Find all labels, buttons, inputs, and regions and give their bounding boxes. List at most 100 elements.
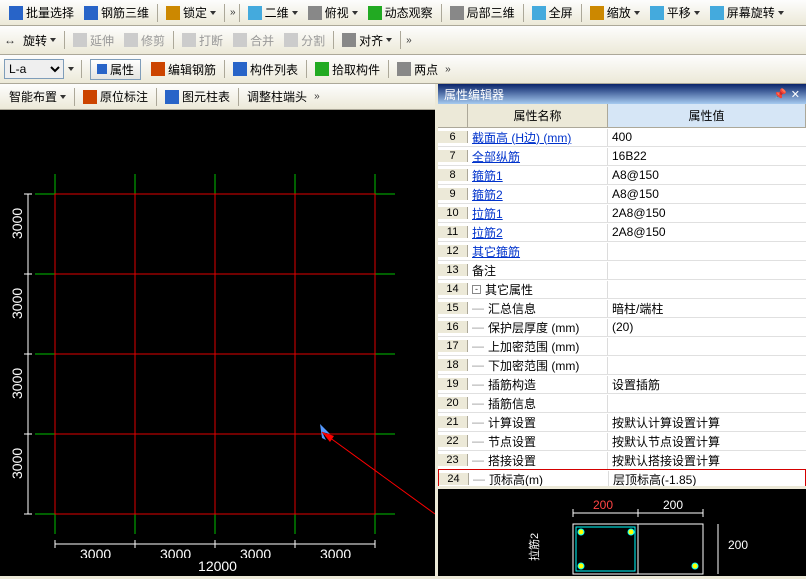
row-value[interactable]: 按默认搭接设置计算 xyxy=(608,452,806,469)
row-value[interactable]: 按默认计算设置计算 xyxy=(608,414,806,431)
row-value[interactable]: 16B22 xyxy=(608,149,806,163)
component-combo[interactable]: L-a xyxy=(4,59,64,79)
prop-row-22[interactable]: 22—节点设置按默认节点设置计算 xyxy=(438,432,806,451)
prop-row-24[interactable]: 24—顶标高(m)层顶标高(-1.85) xyxy=(439,470,805,486)
tb-component-list[interactable]: 构件列表 xyxy=(229,59,302,80)
toolbar-row-3: L-a 属性 编辑钢筋 构件列表 拾取构件 两点 » xyxy=(0,55,806,84)
tb-fullscreen[interactable]: 全屏 xyxy=(528,2,577,23)
dim-y-0: 3000 xyxy=(9,208,25,239)
row-name[interactable]: 全部纵筋 xyxy=(468,148,608,165)
prop-row-21[interactable]: 21—计算设置按默认计算设置计算 xyxy=(438,413,806,432)
row-name: —插筋信息 xyxy=(468,395,608,412)
prop-row-15[interactable]: 15—汇总信息暗柱/端柱 xyxy=(438,299,806,318)
tb-two-point[interactable]: 两点 xyxy=(393,59,442,80)
pin-icon[interactable]: 📌 xyxy=(773,88,787,101)
dim-y-2: 3000 xyxy=(9,368,25,399)
col-name-header: 属性名称 xyxy=(468,104,608,127)
overflow-chevron[interactable]: » xyxy=(230,7,236,18)
row-index: 14 xyxy=(438,283,468,295)
tb-top-view[interactable]: 俯视 xyxy=(304,2,362,23)
tb-rebar-3d[interactable]: 钢筋三维 xyxy=(80,2,153,23)
col-idx-header xyxy=(438,104,468,127)
tb-batch-select[interactable]: 批量选择 xyxy=(5,2,78,23)
tb-rotate[interactable]: 旋转 xyxy=(19,30,60,51)
row-index: 22 xyxy=(438,435,468,447)
prop-row-11[interactable]: 11拉筋22A8@150 xyxy=(438,223,806,242)
row-index: 11 xyxy=(438,226,468,238)
grid-red-lines xyxy=(55,194,375,514)
row-name: —搭接设置 xyxy=(468,452,608,469)
prop-row-6[interactable]: 6截面高 (H边) (mm)400 xyxy=(438,128,806,147)
row-value[interactable]: 400 xyxy=(608,130,806,144)
detail-dim-0: 200 xyxy=(593,498,613,512)
row-value[interactable]: 层顶标高(-1.85) xyxy=(609,471,805,487)
tb-smart-layout[interactable]: 智能布置 xyxy=(5,86,70,107)
row-value[interactable]: A8@150 xyxy=(608,187,806,201)
row-name[interactable]: 拉筋2 xyxy=(468,224,608,241)
tb-align[interactable]: 对齐 xyxy=(338,30,396,51)
property-panel: 属性编辑器 📌 ✕ 属性名称 属性值 6截面高 (H边) (mm)4007全部纵… xyxy=(435,84,806,576)
tb-screen-rotate[interactable]: 屏幕旋转 xyxy=(706,2,788,23)
tb-edit-rebar[interactable]: 编辑钢筋 xyxy=(147,59,220,80)
row-index: 16 xyxy=(438,321,468,333)
prop-row-20[interactable]: 20—插筋信息 xyxy=(438,394,806,413)
prop-row-17[interactable]: 17—上加密范围 (mm) xyxy=(438,337,806,356)
row-value[interactable]: (20) xyxy=(608,320,806,334)
row-value[interactable]: 设置插筋 xyxy=(608,376,806,393)
prop-row-19[interactable]: 19—插筋构造设置插筋 xyxy=(438,375,806,394)
prop-row-14[interactable]: 14-其它属性 xyxy=(438,280,806,299)
row-value[interactable]: 暗柱/端柱 xyxy=(608,300,806,317)
row-value[interactable]: 2A8@150 xyxy=(608,225,806,239)
dim-total-label: 12000 xyxy=(0,558,435,576)
tb-dynamic-observe[interactable]: 动态观察 xyxy=(364,2,437,23)
row-name: —汇总信息 xyxy=(468,300,608,317)
tb-local-3d[interactable]: 局部三维 xyxy=(446,2,519,23)
overflow-chevron-4[interactable]: » xyxy=(314,91,320,102)
overflow-chevron-2[interactable]: » xyxy=(406,35,412,46)
dim-y-1: 3000 xyxy=(9,288,25,319)
prop-row-9[interactable]: 9箍筋2A8@150 xyxy=(438,185,806,204)
prop-row-13[interactable]: 13备注 xyxy=(438,261,806,280)
prop-row-10[interactable]: 10拉筋12A8@150 xyxy=(438,204,806,223)
row-index: 15 xyxy=(438,302,468,314)
tb-properties[interactable]: 属性 xyxy=(86,57,145,82)
close-icon[interactable]: ✕ xyxy=(791,88,800,101)
row-name[interactable]: 拉筋1 xyxy=(468,205,608,222)
tb-pick-component[interactable]: 拾取构件 xyxy=(311,59,384,80)
tb-element-table[interactable]: 图元柱表 xyxy=(161,86,234,107)
row-name[interactable]: 其它箍筋 xyxy=(468,243,608,260)
prop-row-8[interactable]: 8箍筋1A8@150 xyxy=(438,166,806,185)
tb-2d[interactable]: 二维 xyxy=(244,2,302,23)
prop-row-18[interactable]: 18—下加密范围 (mm) xyxy=(438,356,806,375)
row-index: 17 xyxy=(438,340,468,352)
prop-row-12[interactable]: 12其它箍筋 xyxy=(438,242,806,261)
detail-view[interactable]: 200 200 拉筋2 200 xyxy=(438,486,806,576)
tb-lock[interactable]: 锁定 xyxy=(162,2,220,23)
overflow-chevron-3[interactable]: » xyxy=(445,64,451,75)
row-name: —节点设置 xyxy=(468,433,608,450)
row-name: -其它属性 xyxy=(468,281,608,298)
drawing-canvas[interactable]: 智能布置 原位标注 图元柱表 调整柱端头 » xyxy=(0,84,435,576)
row-name[interactable]: 箍筋1 xyxy=(468,167,608,184)
prop-row-16[interactable]: 16—保护层厚度 (mm)(20) xyxy=(438,318,806,337)
row-name[interactable]: 箍筋2 xyxy=(468,186,608,203)
tb-adjust-column-end[interactable]: 调整柱端头 xyxy=(243,86,311,107)
panel-titlebar[interactable]: 属性编辑器 📌 ✕ xyxy=(438,84,806,104)
prop-row-23[interactable]: 23—搭接设置按默认搭接设置计算 xyxy=(438,451,806,470)
detail-label: 拉筋2 xyxy=(527,533,541,561)
tb-zoom[interactable]: 缩放 xyxy=(586,2,644,23)
prop-body[interactable]: 6截面高 (H边) (mm)4007全部纵筋16B228箍筋1A8@1509箍筋… xyxy=(438,128,806,486)
tb-pan[interactable]: 平移 xyxy=(646,2,704,23)
row-name: —计算设置 xyxy=(468,414,608,431)
panel-title-text: 属性编辑器 xyxy=(444,86,504,103)
row-value[interactable]: 2A8@150 xyxy=(608,206,806,220)
row-index: 20 xyxy=(438,397,468,409)
row-name[interactable]: 截面高 (H边) (mm) xyxy=(468,129,608,146)
tb-inplace-label[interactable]: 原位标注 xyxy=(79,86,152,107)
row-value[interactable]: 按默认节点设置计算 xyxy=(608,433,806,450)
row-value[interactable]: A8@150 xyxy=(608,168,806,182)
arrow-icon: ↔ xyxy=(4,33,16,47)
toolbar-row-4: 智能布置 原位标注 图元柱表 调整柱端头 » xyxy=(0,84,435,110)
prop-row-7[interactable]: 7全部纵筋16B22 xyxy=(438,147,806,166)
detail-dim-2: 200 xyxy=(728,538,748,552)
